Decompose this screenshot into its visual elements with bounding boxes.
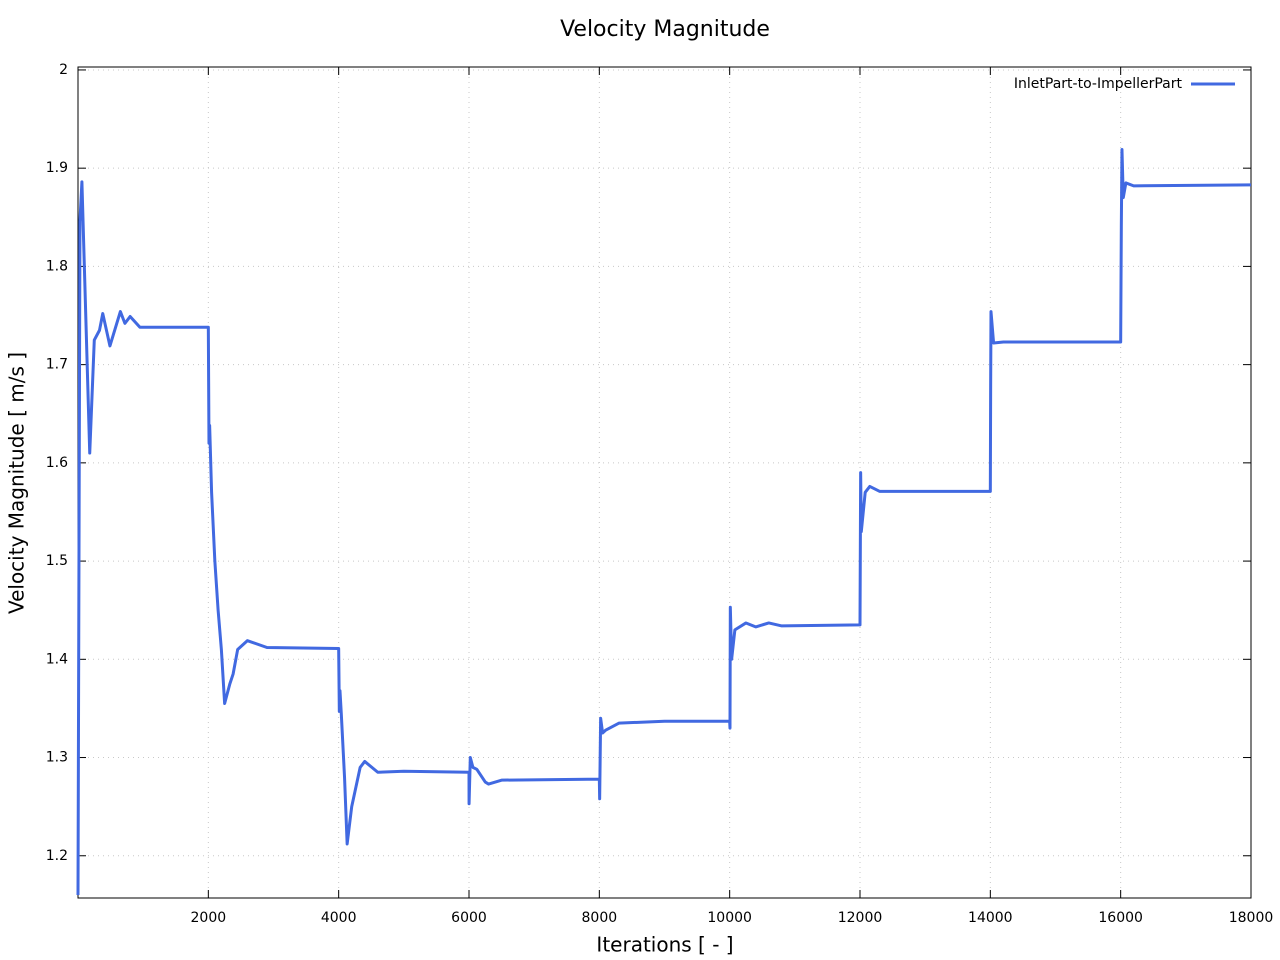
x-tick-label: 18000 [1229,910,1274,926]
y-tick-label: 1.2 [46,848,68,864]
plot-frame [77,66,1252,899]
y-tick-label: 1.6 [46,455,68,471]
x-tick-label: 14000 [968,910,1013,926]
chart-title: Velocity Magnitude [560,17,770,42]
y-axis-label: Velocity Magnitude [ m/s ] [5,352,29,614]
data-line [76,148,1252,896]
y-tick-label: 1.7 [46,357,68,373]
y-tick-label: 1.4 [46,651,68,667]
x-axis-label: Iterations [ - ] [596,933,733,957]
y-tick-label: 1.3 [46,750,68,766]
x-tick-label: 8000 [582,910,618,926]
y-tick-label: 1.5 [46,553,68,569]
legend-label: InletPart-to-ImpellerPart [1014,76,1183,92]
y-tick-label: 1.9 [46,160,68,176]
x-tick-label: 6000 [451,910,487,926]
x-tick-label: 10000 [707,910,752,926]
x-tick-label: 12000 [838,910,883,926]
x-tick-label: 2000 [191,910,227,926]
y-tick-label: 1.8 [46,258,68,274]
y-tick-label: 2 [59,62,68,78]
x-tick-label: 16000 [1098,910,1143,926]
x-tick-label: 4000 [321,910,357,926]
